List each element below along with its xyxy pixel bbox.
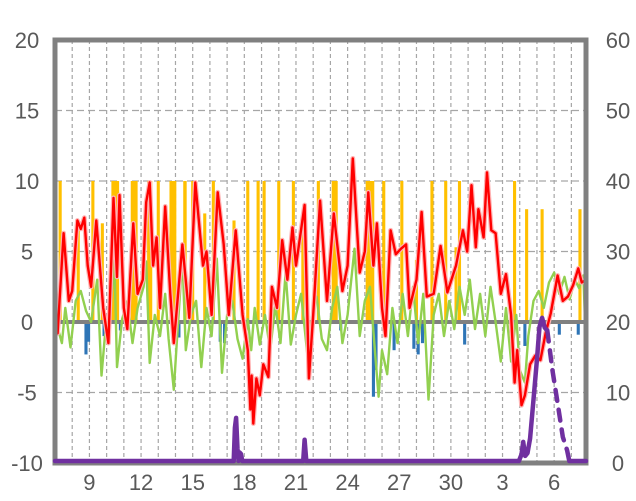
- x-axis-tick-label: 27: [387, 470, 411, 495]
- x-axis-tick-label: 3: [496, 470, 508, 495]
- right-axis-tick-label: 0: [612, 451, 624, 476]
- right-axis-tick-label: 30: [606, 240, 630, 265]
- left-axis-tick-label: 5: [21, 240, 33, 265]
- left-axis-tick-label: 15: [15, 99, 39, 124]
- right-axis-tick-label: 20: [606, 310, 630, 335]
- right-axis-tick-label: 50: [606, 99, 630, 124]
- snow-depth: [52, 315, 589, 464]
- temperature-red: [52, 155, 589, 426]
- x-axis-tick-label: 6: [548, 470, 560, 495]
- left-axis-tick-label: 20: [15, 28, 39, 53]
- left-axis-tick-label: 10: [15, 169, 39, 194]
- right-axis-tick-label: 40: [606, 169, 630, 194]
- left-axis-tick-label: -10: [11, 451, 43, 476]
- x-axis-tick-label: 15: [180, 470, 204, 495]
- right-axis-tick-label: 60: [606, 28, 630, 53]
- x-axis-tick-label: 21: [284, 470, 308, 495]
- x-axis-tick-label: 12: [129, 470, 153, 495]
- right-axis-tick-label: 10: [606, 381, 630, 406]
- left-axis-tick-label: -5: [17, 381, 37, 406]
- left-axis-tick-label: 0: [21, 310, 33, 335]
- x-axis-tick-label: 24: [335, 470, 359, 495]
- x-axis-tick-label: 18: [232, 470, 256, 495]
- x-axis-tick-label: 30: [439, 470, 463, 495]
- x-axis-tick-label: 9: [83, 470, 95, 495]
